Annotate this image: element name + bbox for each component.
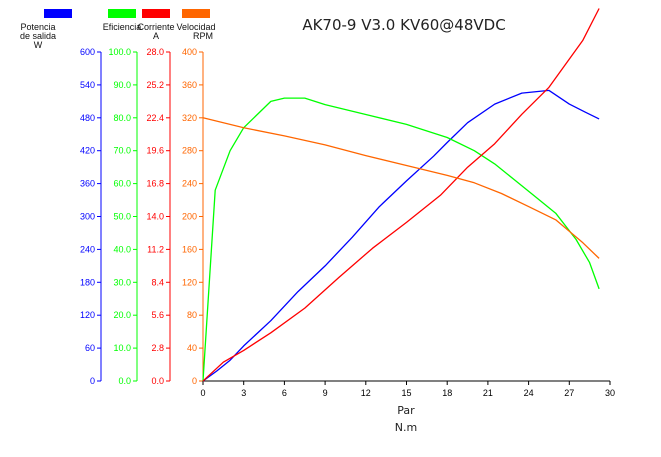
y-tick-label: 0.0: [118, 376, 131, 386]
x-tick-label: 18: [442, 388, 452, 398]
series-line: [202, 117, 600, 259]
y-axis-3: 0 40 80 120 160 200 240 280 320 360 400: [182, 47, 204, 386]
y-tick-label: 80: [187, 310, 197, 320]
legend-swatch: [44, 9, 72, 18]
legend-unit: W: [34, 40, 43, 50]
legend-label: Potencia: [20, 22, 55, 32]
y-axis-0: 0 60 120 180 240 300 360 420 480 540 600: [80, 47, 102, 386]
x-tick-label: 12: [361, 388, 371, 398]
legend-unit: RPM: [193, 31, 213, 41]
y-tick-label: 600: [80, 47, 95, 57]
y-tick-label: 400: [182, 47, 197, 57]
legend-label: de salida: [20, 31, 56, 41]
legend-swatch: [108, 9, 136, 18]
y-tick-label: 240: [80, 244, 95, 254]
x-tick-label: 30: [605, 388, 615, 398]
y-tick-label: 80.0: [113, 113, 131, 123]
y-tick-label: 60: [85, 343, 95, 353]
y-tick-label: 100.0: [108, 47, 131, 57]
x-tick-label: 6: [282, 388, 287, 398]
y-tick-label: 90.0: [113, 80, 131, 90]
y-tick-label: 28.0: [146, 47, 164, 57]
y-tick-label: 14.0: [146, 212, 164, 222]
x-tick-label: 24: [524, 388, 534, 398]
y-tick-label: 360: [182, 80, 197, 90]
y-tick-label: 40: [187, 343, 197, 353]
y-tick-label: 240: [182, 179, 197, 189]
y-tick-label: 300: [80, 212, 95, 222]
y-tick-label: 10.0: [113, 343, 131, 353]
y-tick-label: 0: [90, 376, 95, 386]
y-tick-label: 25.2: [146, 80, 164, 90]
y-axes: 0 60 120 180 240 300 360 420 480 540 600 0.0 10.0 20.…: [80, 47, 204, 386]
x-tick-label: 3: [241, 388, 246, 398]
legend-item: Eficiencia: [103, 9, 142, 32]
y-tick-label: 540: [80, 80, 95, 90]
legend-unit: A: [153, 31, 159, 41]
y-tick-label: 180: [80, 277, 95, 287]
y-tick-label: 5.6: [151, 310, 164, 320]
series-line: [202, 8, 600, 382]
y-tick-label: 320: [182, 113, 197, 123]
chart-title: AK70-9 V3.0 KV60@48VDC: [302, 16, 505, 34]
y-tick-label: 200: [182, 212, 197, 222]
y-tick-label: 50.0: [113, 212, 131, 222]
y-tick-label: 11.2: [147, 244, 164, 254]
y-tick-label: 30.0: [113, 277, 131, 287]
y-tick-label: 420: [80, 146, 95, 156]
x-axis-unit: N.m: [395, 421, 417, 434]
x-tick-label: 27: [564, 388, 574, 398]
legend-swatch: [182, 9, 210, 18]
y-tick-label: 2.8: [151, 343, 164, 353]
series-line: [202, 89, 600, 382]
y-tick-label: 60.0: [113, 179, 131, 189]
y-tick-label: 20.0: [113, 310, 131, 320]
y-tick-label: 22.4: [146, 113, 164, 123]
y-axis-1: 0.0 10.0 20.0 30.0 40.0 50.0 60.0 70.0 80.0 90.0 1…: [108, 47, 138, 386]
x-tick-label: 0: [200, 388, 205, 398]
x-tick-label: 9: [323, 388, 328, 398]
y-tick-label: 0: [192, 376, 197, 386]
legend-label: Eficiencia: [103, 22, 142, 32]
series-line: [202, 97, 600, 382]
legend-label: Velocidad: [176, 22, 215, 32]
y-tick-label: 480: [80, 113, 95, 123]
legend-swatch: [142, 9, 170, 18]
y-tick-label: 70.0: [113, 146, 131, 156]
y-tick-label: 16.8: [146, 179, 164, 189]
legend-label: Corriente: [137, 22, 174, 32]
y-tick-label: 0.0: [151, 376, 164, 386]
plot-area: [202, 8, 600, 382]
x-axis: 0 3 6 9 12 15 18 21 24 27 30: [200, 380, 615, 398]
y-tick-label: 19.6: [146, 146, 164, 156]
y-tick-label: 40.0: [113, 244, 131, 254]
y-tick-label: 120: [182, 277, 197, 287]
y-tick-label: 280: [182, 146, 197, 156]
y-tick-label: 8.4: [151, 277, 164, 287]
y-tick-label: 360: [80, 179, 95, 189]
y-axis-2: 0.0 2.8 5.6 8.4 11.2 14.0 16.8 19.6 22.4 25.2 28.0: [146, 47, 171, 386]
y-tick-label: 120: [80, 310, 95, 320]
x-axis-label: Par: [397, 404, 415, 417]
x-tick-label: 21: [483, 388, 493, 398]
x-tick-label: 15: [401, 388, 411, 398]
y-tick-label: 160: [182, 244, 197, 254]
